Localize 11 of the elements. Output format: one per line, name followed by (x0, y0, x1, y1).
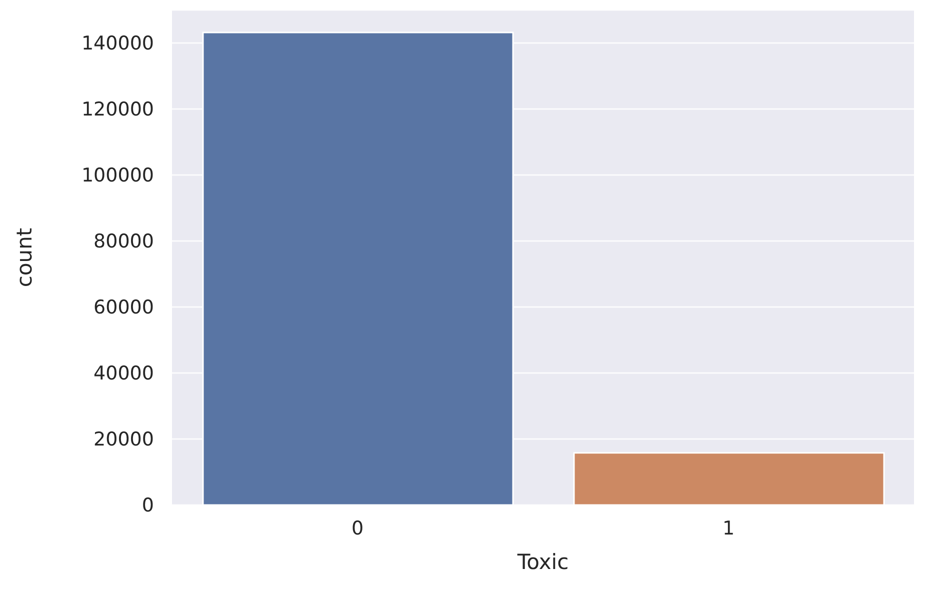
y-axis-title: count (12, 228, 36, 288)
y-tick-label: 60000 (94, 296, 154, 319)
x-tick-label: 1 (722, 517, 735, 540)
y-tick-label: 0 (142, 494, 154, 517)
y-tick-label: 120000 (81, 98, 154, 121)
x-axis-title: Toxic (516, 550, 569, 574)
y-tick-label: 40000 (94, 362, 154, 385)
y-tick-label: 80000 (94, 230, 154, 253)
y-tick-label: 20000 (94, 428, 154, 451)
y-tick-label: 100000 (81, 164, 154, 187)
y-tick-label: 140000 (81, 32, 154, 55)
